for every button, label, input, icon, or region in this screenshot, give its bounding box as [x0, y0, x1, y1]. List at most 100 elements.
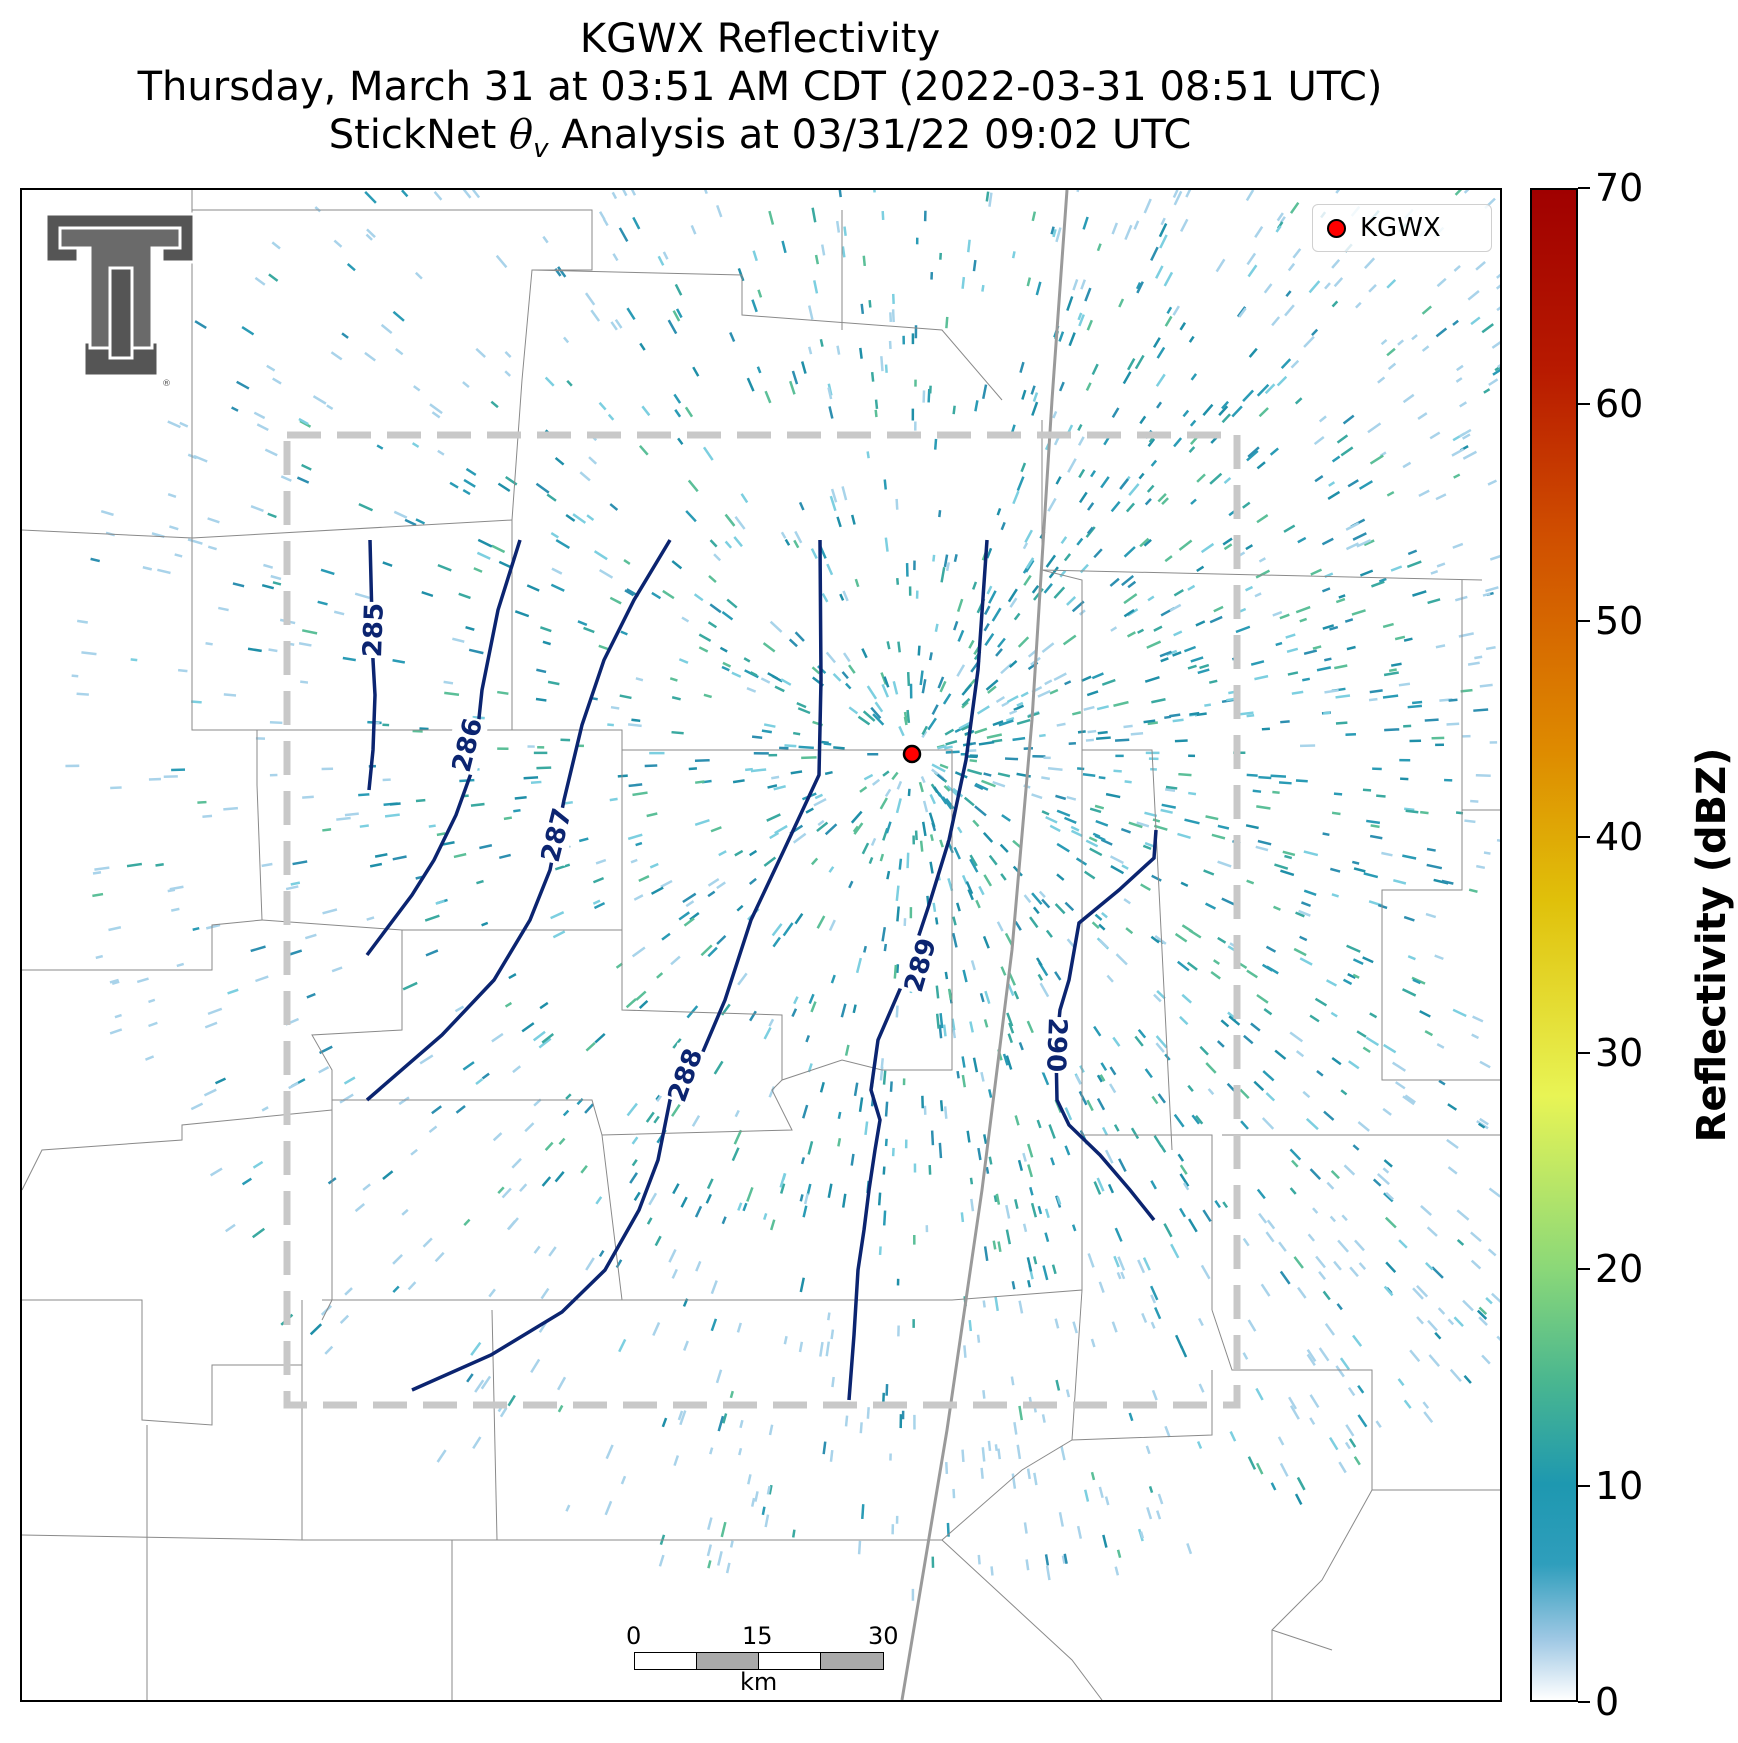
echo-gate: [592, 899, 601, 905]
echo-gate: [990, 1566, 994, 1576]
map-legend: KGWX: [1312, 204, 1492, 252]
echo-gate: [398, 1096, 410, 1106]
echo-gate: [1049, 688, 1059, 695]
echo-gate: [271, 241, 281, 250]
echo-gate: [1098, 923, 1106, 931]
echo-gate: [609, 503, 619, 511]
echo-gate: [1050, 226, 1055, 235]
echo-gate: [1328, 1436, 1339, 1451]
echo-gate: [939, 839, 944, 848]
echo-gate: [1276, 375, 1288, 387]
echo-gate: [951, 932, 958, 948]
echo-gate: [771, 674, 783, 683]
echo-gate: [946, 1522, 950, 1537]
echo-gate: [986, 733, 1003, 739]
echo-gate: [1356, 1030, 1367, 1038]
echo-gate: [288, 1081, 299, 1090]
echo-gate: [974, 400, 979, 412]
echo-gate: [945, 750, 960, 754]
echo-gate: [1150, 1321, 1156, 1329]
echo-gate: [1083, 705, 1095, 711]
echo-gate: [253, 411, 266, 420]
echo-gate: [1143, 198, 1152, 214]
echo-gate: [1098, 938, 1109, 949]
echo-gate: [558, 1137, 566, 1145]
echo-gate: [1463, 1374, 1472, 1384]
echo-gate: [1318, 1347, 1330, 1362]
echo-gate: [480, 1375, 492, 1390]
echo-gate: [583, 626, 595, 634]
echo-gate: [844, 1415, 849, 1427]
echo-gate: [1209, 472, 1223, 485]
echo-gate: [250, 945, 266, 953]
echo-gate: [1496, 1335, 1500, 1341]
echo-gate: [1163, 1223, 1173, 1238]
echo-gate: [1051, 1264, 1057, 1275]
echo-gate: [111, 980, 120, 985]
echo-gate: [784, 744, 797, 748]
scale-segment: [820, 1652, 884, 1670]
echo-gate: [358, 793, 370, 797]
echo-gate: [1205, 1062, 1217, 1074]
radar-map[interactable]: 285 286 287 288 289 290: [20, 188, 1502, 1702]
echo-gate: [1202, 1209, 1212, 1223]
echo-gate: [1221, 897, 1237, 907]
echo-gate: [799, 1194, 804, 1202]
echo-gate: [1113, 1255, 1120, 1268]
echo-gate: [972, 259, 977, 272]
echo-gate: [1246, 773, 1258, 777]
echo-gate: [1186, 1543, 1193, 1555]
radar-site-marker[interactable]: [902, 744, 922, 764]
echo-gate: [814, 793, 823, 800]
echo-gate: [968, 1319, 973, 1332]
echo-gate: [1217, 936, 1227, 944]
echo-gate: [817, 819, 825, 827]
echo-gate: [1087, 502, 1095, 511]
echo-gate: [1470, 1231, 1482, 1243]
echo-gate: [1418, 489, 1430, 497]
echo-gate: [895, 885, 900, 901]
echo-gate: [1196, 473, 1206, 483]
echo-gate: [1017, 1159, 1024, 1171]
echo-gate: [1012, 490, 1020, 505]
theta-symbol: θ: [509, 112, 534, 158]
echo-gate: [1298, 909, 1311, 917]
echo-gate: [1123, 593, 1138, 605]
echo-gate: [1279, 1462, 1289, 1477]
echo-gate: [746, 377, 755, 392]
echo-gate: [754, 1491, 759, 1502]
echo-gate: [772, 936, 781, 948]
echo-gate: [1467, 661, 1480, 666]
echo-gate: [395, 347, 404, 356]
scale-bar: 0 15 30 km: [626, 1622, 904, 1696]
echo-gate: [1312, 1207, 1319, 1214]
echo-gate: [263, 563, 274, 569]
echo-gate: [635, 841, 643, 847]
echo-gate: [631, 1159, 638, 1167]
echo-gate: [266, 364, 276, 372]
echo-gate: [942, 1024, 947, 1037]
echo-gate: [1151, 1095, 1159, 1105]
echo-gate: [669, 677, 678, 682]
echo-gate: [366, 916, 375, 921]
echo-gate: [763, 723, 776, 728]
echo-gate: [928, 652, 933, 661]
echo-gate: [1123, 898, 1131, 905]
echo-gate: [1260, 1283, 1271, 1297]
echo-gate: [789, 380, 796, 395]
echo-gate: [654, 1235, 662, 1247]
echo-gate: [1237, 961, 1248, 970]
echo-gate: [384, 813, 400, 818]
echo-gate: [836, 345, 841, 355]
echo-gate: [187, 538, 203, 545]
echo-gate: [1030, 385, 1036, 395]
echo-gate: [1256, 461, 1266, 470]
echo-gate: [769, 620, 783, 633]
echo-gate: [551, 567, 563, 575]
echo-gate: [434, 1251, 445, 1263]
echo-gate: [1041, 898, 1051, 909]
echo-gate: [207, 1007, 223, 1016]
echo-gate: [743, 657, 751, 663]
echo-gate: [774, 824, 788, 835]
echo-gate: [816, 915, 826, 929]
